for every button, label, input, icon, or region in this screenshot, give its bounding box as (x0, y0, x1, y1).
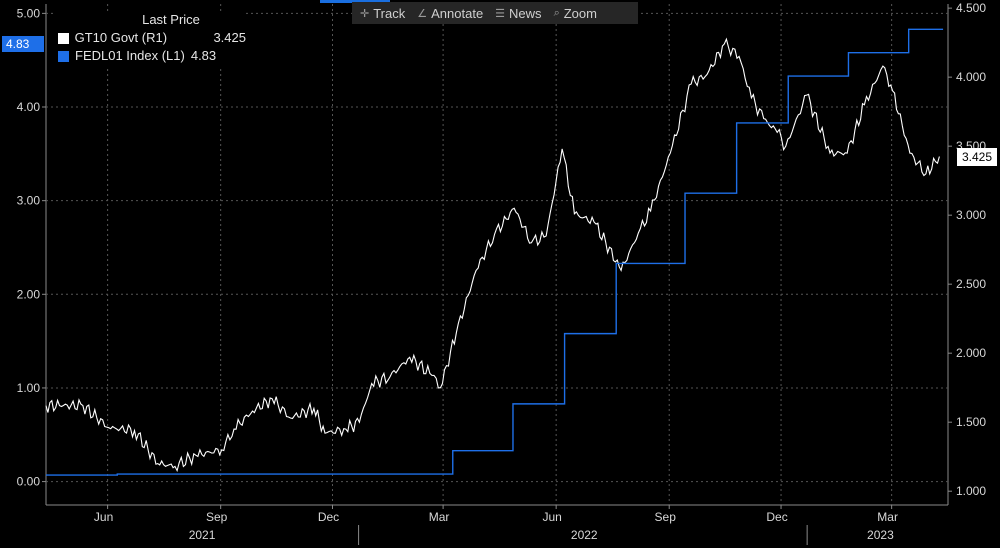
zoom-button[interactable]: ⌕ Zoom (554, 6, 597, 21)
legend-label-gt10: GT10 Govt (R1) (74, 30, 168, 45)
left-tick-label: 1.00 (17, 381, 41, 395)
legend-value-fedl01: 4.83 (190, 48, 217, 63)
legend-title: Last Price (142, 12, 200, 27)
year-label: 2022 (571, 528, 598, 542)
left-tick-label: 4.00 (17, 100, 41, 114)
chart-legend: Last Price GT10 Govt (R1) 3.425 FEDL01 I… (56, 12, 246, 68)
pencil-icon: ∠ (417, 7, 428, 20)
legend-item-gt10[interactable]: GT10 Govt (R1) 3.425 (56, 29, 246, 47)
news-button[interactable]: ☰ News (495, 6, 541, 21)
x-tick-label: Jun (94, 510, 113, 524)
track-label: Track (373, 5, 406, 21)
right-tick-label: 1.000 (956, 484, 986, 498)
right-tick-label: 2.500 (956, 277, 986, 291)
fedl01-series-line (46, 28, 944, 476)
toolbar-accent (320, 0, 390, 3)
track-button[interactable]: ✛ Track (360, 6, 405, 21)
right-tick-label: 1.500 (956, 415, 986, 429)
right-tick-label: 4.500 (956, 1, 986, 15)
right-last-value-tag: 3.425 (957, 148, 998, 166)
x-tick-label: Mar (429, 510, 450, 524)
left-tick-label: 0.00 (17, 475, 41, 489)
left-axis: 0.00 1.00 2.00 3.00 4.00 5.00 (17, 6, 46, 489)
year-label: 2023 (867, 528, 894, 542)
x-tick-label: Mar (877, 510, 898, 524)
zoom-label: Zoom (563, 5, 597, 21)
news-label: News (509, 5, 542, 21)
zoom-icon: ⌕ (553, 6, 560, 19)
right-tick-label: 2.000 (956, 346, 986, 360)
chart-toolbar: ✛ Track ∠ Annotate ☰ News ⌕ Zoom (352, 2, 638, 24)
x-tick-label: Jun (542, 510, 561, 524)
chart-grid (45, 4, 949, 506)
x-tick-label: Dec (318, 510, 339, 524)
news-icon: ☰ (495, 7, 506, 20)
year-label: 2021 (189, 528, 216, 542)
legend-swatch-gt10 (58, 32, 69, 44)
x-axis: Jun Sep Dec Mar Jun Sep Dec Mar 2021 2022 2023 (94, 505, 898, 545)
series-layer (45, 28, 944, 476)
x-tick-label: Sep (655, 510, 677, 524)
legend-label-fedl01: FEDL01 Index (L1) (75, 48, 185, 63)
left-tick-label: 5.00 (17, 6, 41, 20)
gt10-series-line (45, 37, 940, 473)
legend-swatch-fedl01 (58, 50, 69, 62)
right-tick-label: 3.000 (956, 208, 986, 222)
left-last-value-tag: 4.83 (2, 36, 44, 52)
right-tick-label: 4.000 (956, 70, 986, 84)
x-tick-label: Dec (766, 510, 787, 524)
crosshair-icon: ✛ (360, 7, 370, 20)
annotate-label: Annotate (431, 5, 484, 21)
x-tick-label: Sep (206, 510, 228, 524)
annotate-button[interactable]: ∠ Annotate (417, 6, 483, 21)
left-tick-label: 2.00 (17, 287, 41, 301)
legend-value-gt10: 3.425 (213, 30, 246, 45)
legend-item-fedl01[interactable]: FEDL01 Index (L1) 4.83 (56, 47, 246, 65)
left-tick-label: 3.00 (17, 194, 41, 208)
